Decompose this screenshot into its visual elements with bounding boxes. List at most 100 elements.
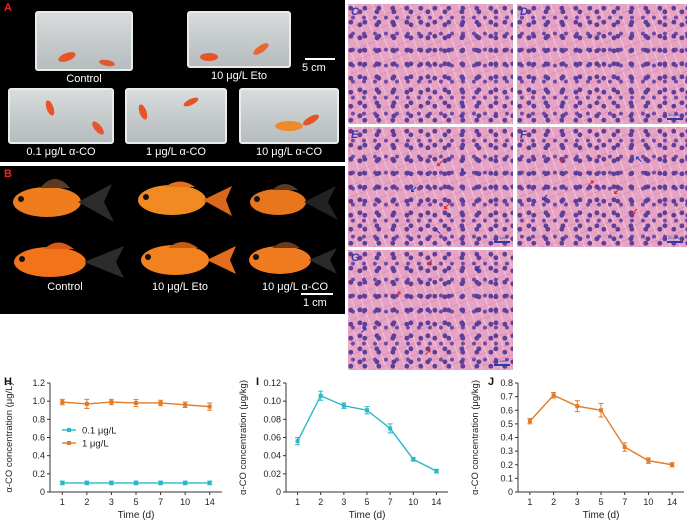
- x-tick-label: 3: [341, 497, 346, 507]
- x-tick-label: 5: [598, 497, 603, 507]
- fish-icon: [14, 242, 124, 278]
- tank-label-alpha-10: 10 μg/L α-CO: [255, 146, 323, 158]
- scale-label-g: 20 μm: [495, 358, 507, 363]
- data-point: [134, 480, 138, 485]
- y-tick-label: 1.0: [32, 396, 45, 406]
- x-tick-label: 2: [84, 497, 89, 507]
- tank-label-alpha-1: 1 μg/L α-CO: [146, 146, 206, 158]
- x-tick-label: 10: [408, 497, 418, 507]
- red-arrow-icon: ↙: [436, 158, 444, 168]
- data-point: [109, 400, 114, 405]
- data-point: [527, 419, 532, 424]
- data-point: [622, 445, 627, 450]
- goldfish-illustrations: [13, 179, 338, 278]
- red-arrow-icon: ↗: [587, 178, 595, 188]
- fish-icon: [58, 52, 115, 67]
- x-tick-label: 7: [158, 497, 163, 507]
- fish-icon: [138, 97, 199, 120]
- red-arrow-icon: ↙: [443, 201, 451, 211]
- x-tick-label: 10: [643, 497, 653, 507]
- x-tick-label: 5: [364, 497, 369, 507]
- blue-arrow-icon: ↙: [474, 263, 482, 273]
- y-tick-label: 0: [276, 487, 281, 497]
- blue-arrow-icon: ↖: [460, 166, 468, 176]
- red-arrow-icon: ↙: [426, 257, 434, 267]
- x-tick-label: 14: [431, 497, 441, 507]
- data-point: [365, 408, 369, 413]
- data-point: [318, 393, 323, 398]
- fish-icon: [275, 114, 319, 131]
- y-tick-label: 0.8: [500, 378, 513, 388]
- y-tick-label: 0: [40, 487, 45, 497]
- data-point: [158, 400, 163, 405]
- scale-bar-b: [301, 293, 333, 295]
- fish-icon: [45, 100, 104, 135]
- y-tick-label: 0.1: [500, 473, 513, 483]
- scale-bar-d: [667, 118, 683, 120]
- panel-a-label: A: [4, 2, 12, 14]
- scale-bar-f: [667, 241, 683, 243]
- y-axis-label: α-CO concentration (μg/L): [4, 382, 15, 492]
- histology-e: E ↙ ↖ ↙ ↙ ↖ 20 μm: [348, 127, 513, 247]
- y-tick-label: 0.08: [263, 414, 281, 424]
- legend-label: 0.1 μg/L: [82, 426, 117, 437]
- data-point: [183, 402, 188, 407]
- y-tick-label: 0.02: [263, 469, 281, 479]
- data-point: [295, 439, 300, 444]
- legend-marker: [67, 441, 71, 445]
- data-point: [575, 404, 580, 409]
- y-tick-label: 0.5: [500, 419, 513, 429]
- red-arrow-icon: ↗: [394, 289, 402, 299]
- tank-alpha-01: [8, 88, 114, 144]
- x-tick-label: 3: [109, 497, 114, 507]
- blue-arrow-icon: ↙: [541, 192, 549, 202]
- histology-d: D 20 μm: [517, 4, 687, 124]
- x-tick-label: 1: [527, 497, 532, 507]
- y-tick-label: 0.4: [32, 451, 45, 461]
- scale-bar-a: [305, 58, 335, 60]
- panel-b: B: [0, 166, 345, 314]
- blue-arrow-icon: ↗: [360, 325, 368, 335]
- data-point: [411, 457, 416, 462]
- panel-b-label: B: [4, 168, 12, 180]
- histology-f: F ↙ ↖ ↗ ↙ ↙ ↙ 20 μm: [517, 127, 687, 247]
- tank-eto: [187, 11, 291, 68]
- data-point: [109, 480, 114, 485]
- y-axis-label: α-CO concentration (μg/kg): [238, 380, 249, 495]
- data-point: [158, 480, 163, 485]
- blue-arrow-icon: ↙: [410, 184, 418, 194]
- scale-label-e: 20 μm: [495, 235, 507, 240]
- y-tick-label: 0.3: [500, 446, 513, 456]
- y-tick-label: 0.7: [500, 392, 513, 402]
- scale-label-f: 20 μm: [668, 235, 680, 240]
- tank-label-alpha-01: 0.1 μg/L α-CO: [26, 146, 96, 158]
- y-tick-label: 0.04: [263, 451, 281, 461]
- histology-g: G ↙ ↙ ↗ ↗ ↗ 20 μm: [348, 250, 513, 370]
- data-point: [341, 403, 346, 408]
- histology-label: G: [351, 252, 360, 264]
- tank-label-control: Control: [66, 73, 102, 85]
- y-tick-label: 1.2: [32, 378, 45, 388]
- x-tick-label: 7: [622, 497, 627, 507]
- tank-alpha-10: [239, 88, 339, 144]
- data-point: [599, 408, 603, 413]
- tank-control: [35, 11, 133, 71]
- fish-icon: [141, 242, 236, 275]
- blue-arrow-icon: ↖: [434, 226, 442, 236]
- fish-icon: [138, 181, 232, 216]
- x-tick-label: 2: [551, 497, 556, 507]
- y-tick-label: 0.2: [32, 469, 45, 479]
- tank-label-eto: 10 μg/L Eto: [210, 70, 268, 82]
- fish-icon: [13, 179, 114, 222]
- data-point: [84, 401, 89, 406]
- x-tick-label: 7: [388, 497, 393, 507]
- scale-label-a: 5 cm: [302, 62, 326, 74]
- panel-letter: I: [256, 376, 259, 388]
- legend-label: 1 μg/L: [82, 439, 109, 450]
- data-point: [434, 469, 439, 474]
- histology-label: E: [351, 129, 359, 141]
- data-point: [207, 404, 212, 409]
- y-tick-label: 0.6: [32, 433, 45, 443]
- scale-bar-g: [494, 364, 510, 366]
- tank-alpha-1: [125, 88, 227, 144]
